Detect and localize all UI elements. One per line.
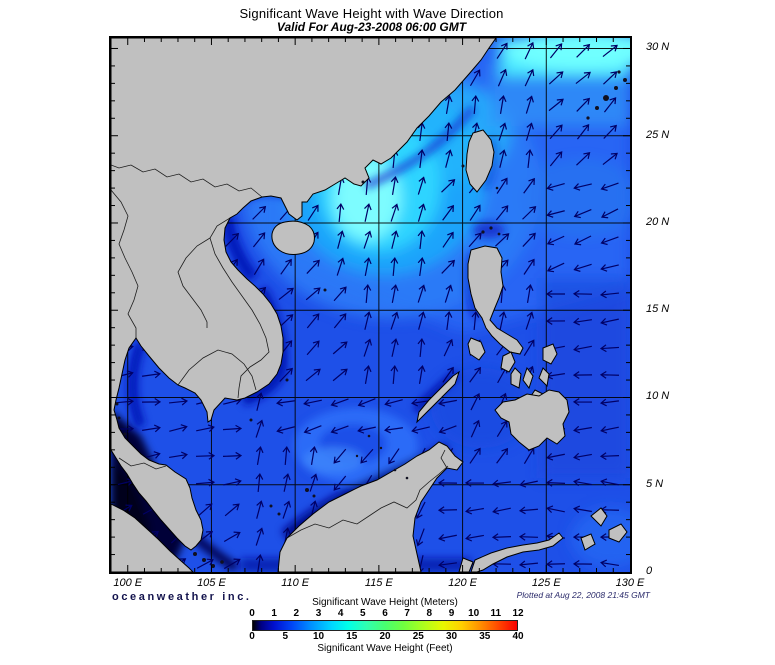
frame-tick-marks	[111, 38, 630, 572]
lat-tick-label: 5 N	[646, 477, 664, 490]
lat-tick-label: 25 N	[646, 128, 670, 141]
island-mindoro	[467, 337, 486, 361]
meters-tick: 4	[337, 608, 344, 619]
feet-tick: 15	[346, 631, 358, 642]
feet-tick: 20	[379, 631, 391, 642]
colorbar-gradient-bar	[252, 620, 518, 631]
page-title: Significant Wave Height with Wave Direct…	[239, 6, 504, 21]
meters-tick: 9	[448, 608, 455, 619]
meters-tick: 3	[315, 608, 322, 619]
oceanweather-logo-text: oceanweather inc.	[112, 591, 252, 603]
feet-tick: 35	[479, 631, 491, 642]
lon-tick-label: 115 E	[364, 577, 393, 589]
meters-tick: 6	[382, 608, 388, 619]
colorbar-feet-ticks: 0 5 10 15 20 25 30 35 40	[249, 631, 523, 643]
island-taiwan	[465, 129, 495, 193]
plotted-at-timestamp: Plotted at Aug 22, 2008 21:45 GMT	[516, 590, 650, 600]
island-luzon	[467, 245, 524, 355]
feet-tick: 25	[412, 631, 424, 642]
meters-tick: 2	[293, 608, 300, 619]
wave-height-map	[109, 36, 632, 574]
landmass-asia-mainland	[111, 38, 497, 551]
colorbar-meters-ticks: 0 1 2 3 4 5 6 7 8 9 10 11 12	[249, 608, 523, 620]
island-sulawesi	[470, 532, 564, 572]
feet-tick: 10	[312, 631, 325, 642]
meters-tick: 5	[360, 608, 366, 619]
colorbar-meters-label: Significant Wave Height (Meters)	[312, 597, 458, 608]
island-palawan	[416, 370, 460, 424]
lon-tick-label: 130 E	[615, 577, 645, 589]
feet-tick: 40	[512, 631, 524, 642]
feet-tick: 0	[249, 631, 255, 642]
meters-tick: 7	[404, 608, 410, 619]
island-mindanao	[494, 389, 570, 451]
islands-halmahera-area	[458, 507, 628, 572]
meters-tick: 0	[249, 608, 255, 619]
feet-tick: 30	[445, 631, 458, 642]
meters-tick: 12	[512, 608, 524, 619]
map-canvas	[111, 38, 630, 572]
colorbar-feet-label: Significant Wave Height (Feet)	[317, 643, 453, 654]
lon-tick-label: 110 E	[281, 577, 310, 589]
country-borders	[111, 164, 449, 539]
lat-tick-label: 20 N	[646, 215, 670, 228]
island-sumatra	[111, 503, 194, 572]
lon-tick-label: 105 E	[197, 577, 226, 589]
meters-tick: 11	[490, 608, 502, 619]
island-hainan	[271, 220, 315, 255]
feet-tick: 5	[282, 631, 289, 642]
meters-tick: 10	[468, 608, 480, 619]
meters-tick: 1	[271, 608, 277, 619]
island-borneo	[277, 441, 464, 572]
lat-tick-label: 15 N	[646, 303, 670, 316]
lon-tick-label: 125 E	[531, 577, 561, 589]
lat-tick-label: 0	[646, 565, 653, 577]
islands-visayas	[500, 343, 558, 401]
lat-tick-label: 30 N	[646, 41, 670, 54]
lon-tick-label: 120 E	[448, 577, 477, 589]
valid-time-subtitle: Valid For Aug-23-2008 06:00 GMT	[276, 20, 467, 34]
land-layer	[111, 38, 628, 572]
lat-tick-label: 10 N	[646, 390, 670, 403]
meters-tick: 8	[426, 608, 433, 619]
lon-tick-label: 100 E	[113, 577, 143, 589]
small-islands	[115, 70, 627, 568]
